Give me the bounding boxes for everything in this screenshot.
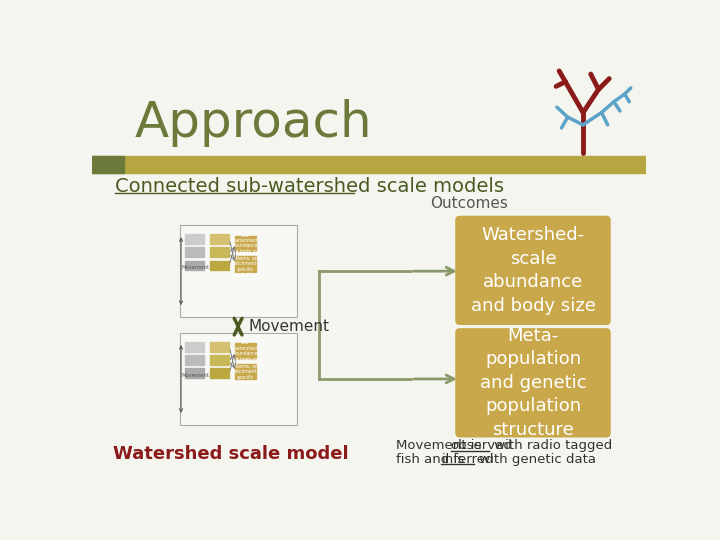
- Text: Movement is: Movement is: [396, 438, 485, 451]
- Text: Movement
patterns, and
catchment-
specific
production: Movement patterns, and catchment- specif…: [230, 251, 261, 278]
- Text: Connected sub-watershed scale models: Connected sub-watershed scale models: [115, 177, 504, 196]
- Text: Watershed-
scale
abundance
and body size: Watershed- scale abundance and body size: [471, 226, 595, 315]
- Bar: [92, 156, 647, 173]
- Text: fish and is: fish and is: [396, 453, 468, 465]
- Bar: [186, 368, 204, 378]
- Bar: [235, 364, 256, 380]
- Text: Meta-
population
and genetic
population
structure: Meta- population and genetic population …: [480, 327, 586, 439]
- Bar: [235, 343, 256, 359]
- Text: Outcomes: Outcomes: [431, 196, 508, 211]
- FancyBboxPatch shape: [179, 333, 297, 424]
- Bar: [186, 261, 204, 270]
- Bar: [92, 156, 124, 173]
- Text: Movement
patterns, and
catchment-
specific
production: Movement patterns, and catchment- specif…: [230, 359, 261, 385]
- Bar: [210, 355, 230, 364]
- Bar: [210, 234, 230, 244]
- Text: Sub-
watershed
Abundance
and body size: Sub- watershed Abundance and body size: [230, 233, 261, 254]
- Bar: [235, 235, 256, 251]
- Bar: [186, 234, 204, 244]
- Text: Movement: Movement: [181, 265, 210, 270]
- Text: Movement: Movement: [249, 319, 330, 334]
- Text: observed: observed: [451, 438, 513, 451]
- Bar: [210, 247, 230, 257]
- Text: with radio tagged: with radio tagged: [490, 438, 612, 451]
- Bar: [186, 355, 204, 364]
- Text: inferred: inferred: [441, 453, 494, 465]
- Bar: [210, 342, 230, 352]
- Bar: [235, 256, 256, 272]
- FancyBboxPatch shape: [455, 328, 611, 437]
- FancyBboxPatch shape: [179, 225, 297, 317]
- Bar: [186, 342, 204, 352]
- Text: Approach: Approach: [134, 98, 372, 146]
- Bar: [210, 261, 230, 270]
- Bar: [210, 368, 230, 378]
- Bar: [186, 247, 204, 257]
- FancyBboxPatch shape: [455, 215, 611, 325]
- Text: Movement: Movement: [181, 373, 210, 378]
- Text: Watershed scale model: Watershed scale model: [113, 444, 349, 463]
- Text: Sub-
watershed
Abundance
and body size: Sub- watershed Abundance and body size: [230, 341, 261, 362]
- Text: with genetic data: with genetic data: [475, 453, 596, 465]
